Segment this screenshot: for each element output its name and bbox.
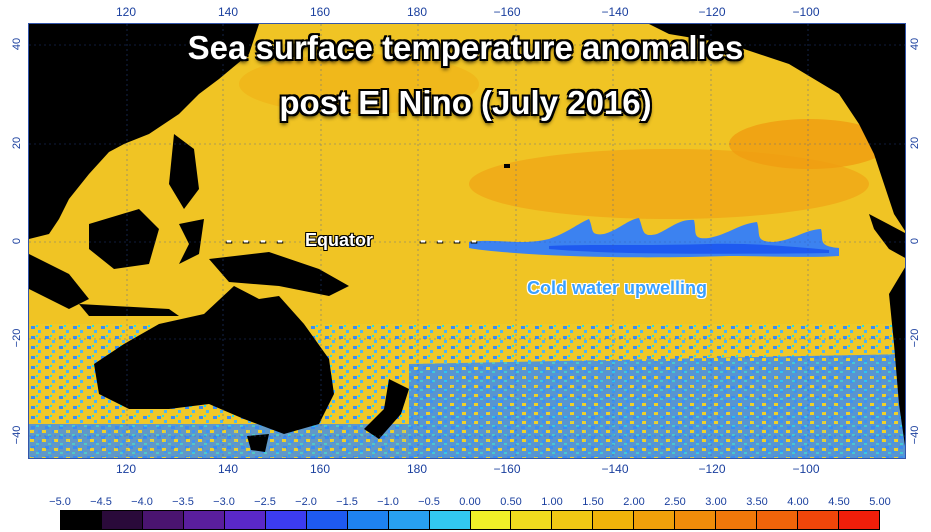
lat-label-right: −20	[909, 328, 921, 348]
colorbar-tick-label: −3.5	[172, 496, 194, 508]
colorbar-swatch	[101, 511, 143, 529]
land-south-america	[889, 267, 905, 446]
lon-label-bottom: −120	[698, 462, 726, 476]
colorbar-swatch	[757, 511, 799, 529]
colorbar-tick-label: −4.5	[90, 496, 112, 508]
land-sulawesi	[179, 219, 204, 264]
colorbar-tick-label: 1.00	[541, 496, 563, 508]
lon-label-top: 140	[217, 5, 239, 19]
colorbar-swatch	[470, 511, 512, 529]
land-philippines	[169, 134, 199, 209]
colorbar-swatch	[142, 511, 184, 529]
colorbar-tick-label: 3.50	[746, 496, 768, 508]
colorbar-tick-label: 1.50	[582, 496, 604, 508]
grid-lines	[29, 24, 905, 458]
lat-label-left: −40	[11, 425, 23, 445]
land-central-america	[869, 214, 905, 258]
land-new-zealand	[364, 379, 409, 439]
colorbar-swatch	[183, 511, 225, 529]
land-sumatra	[29, 254, 89, 309]
warm-patch	[469, 149, 869, 219]
colorbar-tick-label: 4.00	[787, 496, 809, 508]
lat-label-right: −40	[909, 425, 921, 445]
colorbar-tick-label: −1.5	[336, 496, 358, 508]
lon-label-bottom: −140	[601, 462, 629, 476]
southern-cold-region	[29, 424, 409, 458]
lon-label-bottom: 120	[115, 462, 137, 476]
land-borneo	[89, 209, 159, 269]
lon-label-top: 180	[406, 5, 428, 19]
lon-label-bottom: −100	[792, 462, 820, 476]
colorbar-swatch	[61, 511, 102, 529]
colorbar-swatch	[593, 511, 635, 529]
colorbar-swatch	[675, 511, 717, 529]
lat-label-right: 0	[909, 237, 921, 245]
equator-dashes-left: - - - -	[226, 230, 286, 250]
colorbar-tick-label: 0.50	[500, 496, 522, 508]
map-title-line-2: post El Nino (July 2016)	[279, 84, 652, 121]
colorbar-swatch	[716, 511, 758, 529]
lon-label-bottom: 140	[217, 462, 239, 476]
upwelling-tongue-core	[549, 243, 829, 254]
colorbar-swatch	[552, 511, 594, 529]
colorbar	[60, 510, 880, 530]
upwelling-label: Cold water upwelling	[527, 278, 708, 298]
lon-label-top: −140	[601, 5, 629, 19]
lon-label-top: 120	[115, 5, 137, 19]
colorbar-tick-label: −2.0	[295, 496, 317, 508]
lon-label-top: −160	[493, 5, 521, 19]
sst-anomaly-map	[28, 23, 906, 459]
colorbar-swatch	[306, 511, 348, 529]
lat-label-right: 20	[909, 136, 921, 150]
colorbar-tick-label: −1.0	[377, 496, 399, 508]
lon-label-bottom: −160	[493, 462, 521, 476]
lon-label-top: 160	[309, 5, 331, 19]
equator-dashes-right: - - - -	[420, 230, 480, 250]
lon-label-top: −120	[698, 5, 726, 19]
lat-label-left: 20	[11, 136, 23, 150]
colorbar-swatch	[798, 511, 840, 529]
land-new-guinea	[209, 252, 349, 296]
lat-label-left: −20	[11, 328, 23, 348]
map-canvas	[29, 24, 905, 458]
colorbar-swatch	[224, 511, 266, 529]
colorbar-tick-label: 0.00	[459, 496, 481, 508]
colorbar-tick-label: 2.50	[664, 496, 686, 508]
colorbar-tick-label: −0.5	[418, 496, 440, 508]
land-hawaii	[504, 164, 510, 168]
southern-cold-region	[409, 354, 905, 458]
lon-label-bottom: 180	[406, 462, 428, 476]
equator-label: Equator	[305, 230, 374, 250]
colorbar-swatch	[634, 511, 676, 529]
colorbar-tick-label: −2.5	[254, 496, 276, 508]
land-asia	[29, 24, 259, 239]
colorbar-swatch	[511, 511, 553, 529]
colorbar-tick-label: 5.00	[869, 496, 891, 508]
lon-label-top: −100	[792, 5, 820, 19]
colorbar-tick-label: −3.0	[213, 496, 235, 508]
colorbar-tick-label: −4.0	[131, 496, 153, 508]
land-australia	[94, 286, 334, 434]
land-tasmania	[247, 434, 269, 452]
colorbar-tick-label: 3.00	[705, 496, 727, 508]
colorbar-swatch	[265, 511, 307, 529]
colorbar-tick-label: 4.50	[828, 496, 850, 508]
colorbar-swatch	[388, 511, 430, 529]
map-title-line-1: Sea surface temperature anomalies	[187, 29, 744, 66]
warm-patch	[239, 54, 479, 114]
lon-label-bottom: 160	[309, 462, 331, 476]
colorbar-tick-label: −5.0	[49, 496, 71, 508]
lat-label-left: 0	[11, 237, 23, 245]
colorbar-swatch	[839, 511, 880, 529]
land-java	[79, 304, 179, 316]
colorbar-swatch	[429, 511, 471, 529]
colorbar-tick-label: 2.00	[623, 496, 645, 508]
colorbar-swatch	[347, 511, 389, 529]
land-north-america	[649, 24, 905, 231]
